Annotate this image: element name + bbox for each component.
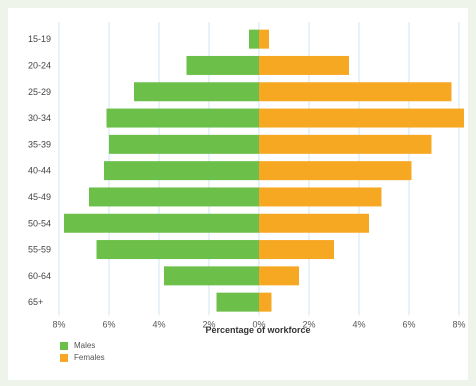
bar-males-25-29	[134, 82, 259, 102]
bars	[64, 29, 464, 312]
bar-males-15-19	[249, 29, 259, 49]
bar-females-60-64	[259, 266, 299, 286]
bar-females-65+	[259, 292, 272, 312]
legend-label-females: Females	[74, 353, 105, 362]
x-axis-title: Percentage of workforce	[205, 325, 310, 335]
bar-females-50-54	[259, 213, 369, 233]
bar-males-60-64	[164, 266, 259, 286]
bar-males-40-44	[104, 161, 259, 181]
x-tick-label: 6%	[402, 319, 415, 329]
bar-males-65+	[216, 292, 259, 312]
bar-females-20-24	[259, 55, 349, 75]
y-category-label: 65+	[28, 297, 43, 307]
legend-item-females: Females	[60, 353, 105, 362]
y-category-label: 30-34	[28, 113, 51, 123]
x-tick-label: 2%	[202, 319, 215, 329]
y-category-label: 60-64	[28, 271, 51, 281]
x-tick-label: 8%	[52, 319, 65, 329]
x-axis-tick-labels: 8% 6% 4% 2% 0% 2% 4% 6% 8%	[52, 319, 465, 329]
legend-swatch-males	[60, 341, 68, 350]
chart-panel: 15-19 20-24 25-29 30-34 35-39 40-44 45-49 50-54…	[8, 8, 468, 380]
bar-females-40-44	[259, 161, 412, 181]
y-category-label: 25-29	[28, 87, 51, 97]
bar-females-45-49	[259, 187, 382, 207]
bar-females-55-59	[259, 240, 334, 260]
y-category-label: 45-49	[28, 192, 51, 202]
y-category-label: 50-54	[28, 218, 51, 228]
bar-males-35-39	[109, 134, 259, 154]
bar-females-15-19	[259, 29, 269, 49]
bar-males-30-34	[106, 108, 259, 128]
bar-females-25-29	[259, 82, 452, 102]
y-category-label: 55-59	[28, 245, 51, 255]
bar-males-55-59	[96, 240, 259, 260]
x-tick-label: 6%	[102, 319, 115, 329]
legend-label-males: Males	[74, 341, 96, 350]
x-tick-label: 2%	[302, 319, 315, 329]
population-pyramid-chart: 15-19 20-24 25-29 30-34 35-39 40-44 45-49 50-54…	[28, 22, 466, 335]
x-tick-label: 8%	[452, 319, 465, 329]
legend-swatch-females	[60, 353, 68, 362]
x-tick-label: 4%	[352, 319, 365, 329]
y-category-label: 20-24	[28, 60, 51, 70]
y-category-label: 40-44	[28, 166, 51, 176]
bar-females-35-39	[259, 134, 432, 154]
bar-males-45-49	[89, 187, 259, 207]
x-tick-label: 4%	[152, 319, 165, 329]
bar-males-20-24	[186, 55, 259, 75]
y-category-label: 35-39	[28, 139, 51, 149]
x-tick-label: 0%	[252, 319, 265, 329]
y-axis-labels: 15-19 20-24 25-29 30-34 35-39 40-44 45-49 50-54…	[28, 34, 51, 307]
bar-females-30-34	[259, 108, 464, 128]
y-category-label: 15-19	[28, 34, 51, 44]
bar-males-50-54	[64, 213, 259, 233]
legend-item-males: Males	[60, 341, 95, 350]
